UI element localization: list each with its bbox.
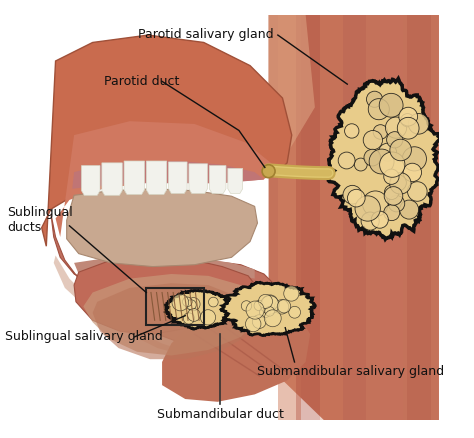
Circle shape — [384, 205, 400, 221]
Circle shape — [264, 310, 281, 327]
Circle shape — [361, 212, 379, 230]
Text: Submandibular salivary gland: Submandibular salivary gland — [257, 365, 445, 378]
Polygon shape — [269, 15, 315, 154]
Polygon shape — [82, 166, 100, 195]
Text: Sublingual salivary gland: Sublingual salivary gland — [5, 331, 163, 343]
Circle shape — [252, 315, 266, 328]
Circle shape — [277, 300, 291, 313]
Circle shape — [371, 211, 388, 228]
Circle shape — [373, 125, 388, 139]
Circle shape — [265, 307, 274, 316]
Polygon shape — [74, 255, 255, 279]
Circle shape — [246, 301, 264, 319]
Text: Sublingual
ducts: Sublingual ducts — [8, 206, 73, 234]
Circle shape — [355, 196, 380, 221]
Polygon shape — [146, 161, 167, 194]
Circle shape — [262, 165, 275, 178]
Circle shape — [183, 313, 194, 324]
Circle shape — [347, 189, 365, 207]
Text: Submandibular duct: Submandibular duct — [157, 408, 284, 421]
Circle shape — [379, 93, 403, 117]
Circle shape — [343, 185, 362, 204]
Polygon shape — [42, 35, 292, 246]
Polygon shape — [343, 15, 366, 420]
Polygon shape — [328, 78, 440, 239]
Circle shape — [390, 139, 411, 161]
Circle shape — [397, 117, 419, 139]
Circle shape — [258, 294, 273, 308]
Circle shape — [379, 143, 396, 161]
Circle shape — [262, 295, 278, 311]
Polygon shape — [408, 15, 431, 420]
Polygon shape — [189, 164, 208, 194]
Circle shape — [364, 149, 381, 166]
Circle shape — [241, 301, 252, 311]
Polygon shape — [83, 274, 259, 356]
Circle shape — [401, 113, 414, 127]
Circle shape — [363, 131, 383, 150]
Circle shape — [338, 152, 355, 169]
Circle shape — [209, 297, 218, 307]
Circle shape — [261, 296, 279, 314]
Polygon shape — [162, 302, 310, 402]
Circle shape — [408, 182, 427, 201]
Circle shape — [246, 316, 261, 332]
Circle shape — [182, 297, 192, 307]
Circle shape — [366, 91, 383, 107]
Text: Parotid salivary gland: Parotid salivary gland — [138, 28, 273, 41]
Circle shape — [380, 152, 405, 177]
Polygon shape — [102, 163, 122, 195]
Polygon shape — [54, 255, 301, 362]
Circle shape — [254, 300, 264, 311]
Circle shape — [345, 124, 359, 138]
Polygon shape — [228, 169, 243, 194]
Polygon shape — [169, 162, 187, 194]
Polygon shape — [51, 214, 296, 357]
Circle shape — [399, 107, 418, 126]
Polygon shape — [124, 161, 145, 194]
Circle shape — [402, 147, 427, 171]
Polygon shape — [55, 121, 273, 237]
Polygon shape — [296, 15, 319, 420]
Circle shape — [186, 300, 196, 310]
Circle shape — [363, 191, 388, 216]
Circle shape — [385, 117, 407, 138]
Circle shape — [259, 307, 270, 318]
Polygon shape — [67, 189, 257, 267]
Circle shape — [289, 306, 301, 318]
Circle shape — [403, 163, 421, 182]
Circle shape — [408, 113, 429, 134]
Polygon shape — [278, 15, 301, 420]
Circle shape — [284, 286, 299, 301]
Polygon shape — [210, 166, 226, 194]
Polygon shape — [319, 15, 343, 420]
Circle shape — [201, 310, 216, 325]
Polygon shape — [92, 283, 252, 359]
Polygon shape — [380, 15, 403, 420]
Polygon shape — [74, 258, 257, 334]
Circle shape — [384, 185, 399, 200]
Circle shape — [388, 195, 405, 212]
Text: Parotid duct: Parotid duct — [104, 75, 179, 88]
Polygon shape — [72, 161, 264, 189]
Polygon shape — [221, 283, 315, 336]
Circle shape — [187, 297, 200, 311]
Circle shape — [354, 158, 367, 171]
Circle shape — [274, 300, 289, 314]
Circle shape — [390, 173, 411, 194]
Circle shape — [387, 132, 403, 148]
Circle shape — [369, 149, 394, 174]
Circle shape — [384, 187, 403, 205]
Circle shape — [384, 169, 399, 184]
Circle shape — [368, 99, 389, 120]
Circle shape — [188, 309, 201, 321]
Circle shape — [172, 294, 189, 311]
Polygon shape — [269, 15, 439, 420]
Circle shape — [400, 200, 419, 219]
Circle shape — [391, 175, 406, 191]
Bar — [146, 288, 204, 325]
Polygon shape — [166, 290, 232, 329]
